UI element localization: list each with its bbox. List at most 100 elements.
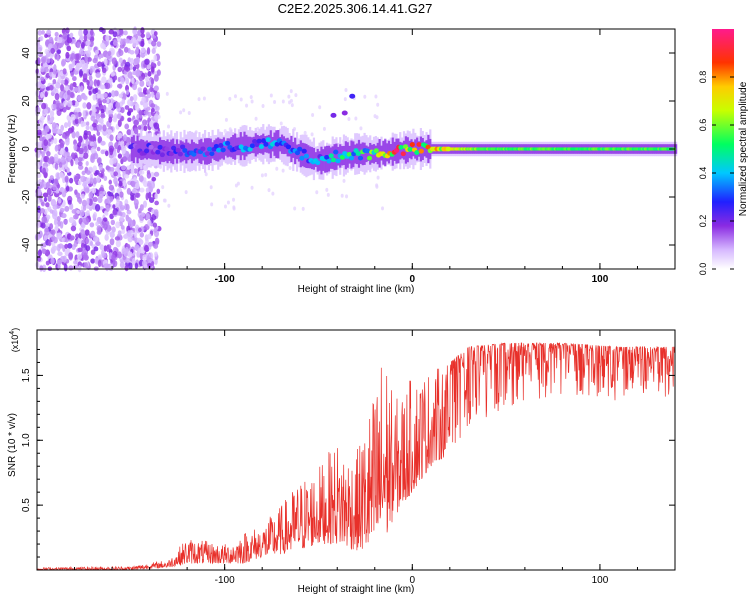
spectrogram-ridge-cell [335,158,341,164]
spectrogram-noise-cell [90,258,96,264]
spectrogram-noise-cell [130,194,135,201]
spectrogram-noise-cell [134,103,140,111]
spectrogram-noise-cell [63,219,68,225]
spectrogram-noise-cell [75,131,80,138]
spectrogram-band [243,131,246,160]
spectrogram-noise-cell [103,263,109,269]
spectrogram-noise-cell [232,197,236,202]
spectrogram-noise-cell [44,108,49,114]
spectrogram-noise-cell [48,36,54,43]
spectrogram-noise-cell [73,239,78,248]
spectrogram-band [149,141,152,160]
spectrogram-noise-cell [141,212,146,217]
spectrogram-noise-cell [114,236,121,241]
spectrogram-noise-cell [89,68,93,74]
spectrogram-noise-cell [121,98,126,105]
spectrogram-noise-cell [40,115,46,121]
spectrogram-noise-cell [82,152,89,160]
spectrogram-noise-cell [71,100,77,106]
spectrogram-band [310,147,314,170]
spectrogram-ridge-cell [357,155,364,161]
spectrogram-noise-cell [226,200,230,205]
spectrogram-panel: -100 0 100 -40 -20 0 20 40 Height of straight l… [7,26,678,295]
spectrogram-noise-cell [131,188,138,194]
spectrogram-noise-cell [66,89,71,95]
spectrogram-noise-cell [69,91,75,99]
spectrogram-noise-cell [97,259,102,268]
spectrogram-ridge-cell [207,146,213,152]
spectrogram-noise-cell [117,144,122,151]
spectrogram-band [335,143,338,170]
spectrogram-noise-cell [250,185,254,190]
spectrogram-noise-cell [85,121,90,126]
spectrogram-noise-cell [125,203,130,211]
spectrogram-noise-cell [58,198,62,204]
spectrogram-ridge-cell [398,144,404,150]
spectrogram-noise-cell [44,227,49,233]
spectrogram-noise-cell [53,156,59,162]
spectrogram-band [247,136,250,155]
spectrogram-noise-cell [380,206,384,211]
spectrogram-noise-cell [153,54,158,62]
spectrogram-noise-cell [52,79,57,85]
spectrogram-noise-cell [326,192,330,197]
spectrogram-band [423,141,426,157]
spectrogram-band [232,134,235,159]
spectrogram-noise-cell [99,244,105,251]
spectrogram-noise-cell [96,230,102,235]
spectrogram-noise-cell [112,204,116,209]
snr-scale-close: ) [10,328,20,331]
spectrogram-noise-cell [95,221,99,227]
spectrogram-noise-cell [116,211,121,216]
spectrogram-noise-cell [122,134,128,142]
spectrogram-noise-cell [134,192,141,198]
spectrogram-noise-cell [101,67,107,74]
spectrogram-band [142,139,145,160]
spectrogram-noise-cell [117,132,123,139]
colorbar-label: Normalized spectral amplitude [738,81,749,216]
spectrogram-noise-cell [41,216,48,224]
spectrogram-noise-cell [141,96,146,103]
spectrogram-noise-cell [131,37,137,44]
spectrogram-noise-cell [59,142,64,149]
spectrogram-ridge-cell [254,142,260,148]
spectrogram-noise-cell [63,100,68,106]
spectrogram-noise-cell [89,222,95,228]
spectrogram-noise-cell [127,57,132,64]
spectrogram-noise-cell [110,219,116,226]
spectrogram-noise-cell [44,230,50,236]
spectrogram-noise-cell [139,187,145,193]
spectrogram-noise-cell [103,175,108,182]
spectrogram-ridge-cell [182,148,188,153]
spectrogram-noise-cell [61,60,66,67]
spectrogram-ridge-cell [225,140,231,146]
spectrogram-noise-cell [64,175,69,183]
spectrogram-noise-cell [126,209,132,215]
spectrogram-noise-cell [38,181,44,189]
spectrogram-noise-cell [155,91,161,99]
spectrogram-band [399,141,402,160]
spectrogram-ridge-cell [348,155,355,161]
spectrogram-noise-cell [85,125,90,131]
spectrogram-noise-cell [145,76,149,83]
spectrogram-noise-cell [347,116,351,121]
spectrogram-ytick-label: 40 [21,47,32,59]
spectrogram-ridge-cell [299,155,305,161]
spectrogram-noise-cell [53,64,57,72]
spectrogram-noise-cell [117,230,122,236]
spectrogram-band [301,142,304,167]
spectrogram-noise-cell [112,40,118,46]
spectrogram-noise-cell [98,27,104,33]
spectrogram-band [333,144,336,171]
spectrogram-noise-cell [115,101,121,109]
spectrogram-noise-cell [101,249,105,257]
spectrogram-noise-cell [46,58,51,64]
spectrogram-ytick-label: 0 [21,146,32,152]
spectrogram-ridge-cell [148,144,154,150]
spectrogram-ridge-cell [294,150,301,156]
spectrogram-noise-cell [154,237,160,245]
spectrogram-noise-cell [37,44,43,53]
spectrogram-noise-cell [146,182,152,188]
spectrogram-noise-cell [97,157,102,165]
spectrogram-noise-cell [85,237,90,244]
